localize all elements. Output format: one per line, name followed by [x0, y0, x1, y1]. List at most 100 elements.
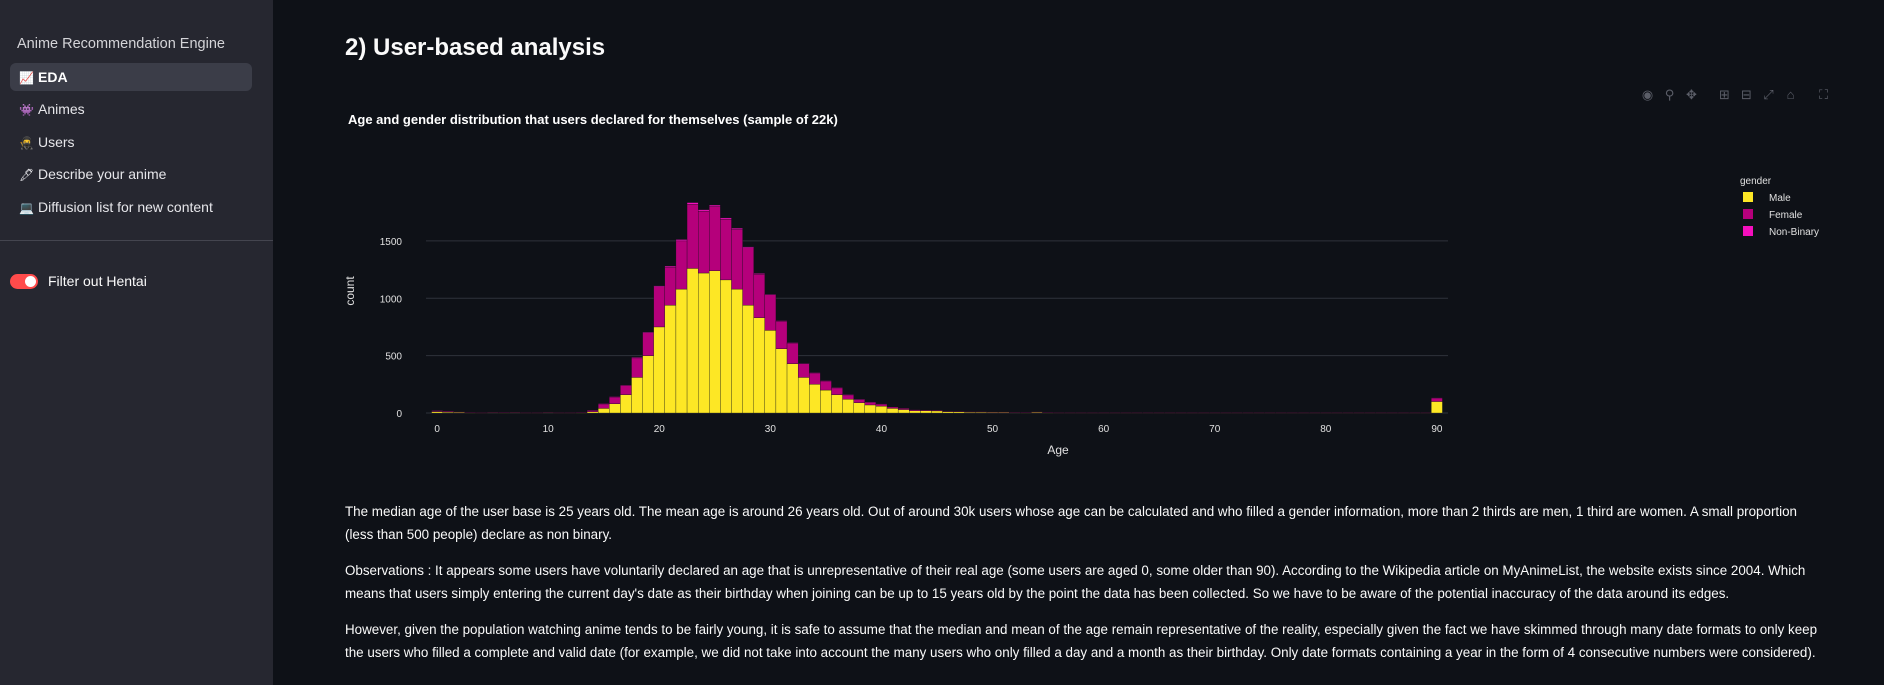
bar-female-60[interactable] [1097, 412, 1110, 414]
bar-female-23[interactable] [686, 204, 699, 269]
fullscreen-icon[interactable]: ⛶ [1818, 87, 1829, 102]
legend-swatch[interactable] [1743, 209, 1753, 219]
bar-female-28[interactable] [742, 247, 754, 306]
bar-female-77[interactable] [1286, 412, 1299, 414]
bar-female-48[interactable] [964, 411, 977, 413]
bar-male-45[interactable] [931, 410, 943, 414]
sidebar-item-diffusion-list-for-new-content[interactable]: 💻 Diffusion list for new content [10, 193, 252, 221]
bar-female-3[interactable] [464, 412, 477, 414]
bar-male-15[interactable] [598, 408, 610, 414]
bar-non-binary-40[interactable] [875, 403, 888, 405]
bar-male-17[interactable] [620, 394, 632, 414]
bar-female-7[interactable] [509, 412, 521, 413]
bar-female-27[interactable] [731, 229, 743, 290]
bar-female-33[interactable] [797, 363, 810, 378]
legend-swatch[interactable] [1743, 226, 1753, 236]
sidebar-item-describe-your-anime[interactable]: 🖋 Describe your anime [10, 160, 252, 188]
bar-female-52[interactable] [1009, 412, 1021, 413]
bar-female-18[interactable] [631, 357, 643, 378]
bar-non-binary-32[interactable] [786, 342, 799, 344]
bar-non-binary-37[interactable] [842, 394, 854, 396]
bar-female-65[interactable] [1153, 412, 1165, 414]
bar-female-56[interactable] [1053, 412, 1065, 414]
bar-female-49[interactable] [975, 411, 988, 413]
bar-female-70[interactable] [1209, 412, 1221, 414]
bar-female-59[interactable] [1086, 412, 1099, 414]
bar-female-12[interactable] [564, 412, 577, 414]
bar-female-68[interactable] [1186, 412, 1199, 414]
bar-female-31[interactable] [775, 321, 788, 349]
bar-non-binary-20[interactable] [653, 285, 665, 287]
zoom-in-icon[interactable]: ⊞ [1719, 87, 1730, 102]
bar-female-83[interactable] [1353, 412, 1365, 414]
bar-male-40[interactable] [875, 405, 888, 414]
bar-non-binary-0[interactable] [431, 410, 443, 412]
bar-female-57[interactable] [1064, 412, 1077, 414]
bar-female-34[interactable] [809, 372, 821, 385]
legend-label[interactable]: Male [1769, 193, 1791, 204]
sidebar-item-users[interactable]: 🥷 Users [10, 128, 252, 156]
bar-female-19[interactable] [642, 332, 654, 356]
bar-female-54[interactable] [1031, 411, 1043, 413]
bar-female-11[interactable] [553, 412, 566, 414]
bar-non-binary-25[interactable] [709, 204, 721, 207]
bar-male-14[interactable] [586, 411, 599, 414]
bar-female-41[interactable] [886, 406, 899, 409]
bar-non-binary-22[interactable] [675, 239, 688, 242]
bar-female-75[interactable] [1264, 412, 1276, 414]
bar-male-41[interactable] [886, 408, 899, 414]
bar-non-binary-36[interactable] [831, 387, 843, 389]
bar-non-binary-21[interactable] [664, 265, 677, 268]
bar-female-85[interactable] [1375, 412, 1388, 414]
bar-non-binary-27[interactable] [731, 228, 743, 230]
legend-swatch[interactable] [1743, 192, 1753, 202]
bar-female-53[interactable] [1020, 412, 1032, 414]
bar-female-66[interactable] [1164, 412, 1176, 414]
filter-hentai-toggle-row[interactable]: Filter out Hentai [10, 271, 147, 291]
bar-male-43[interactable] [909, 410, 921, 414]
bar-female-4[interactable] [475, 412, 488, 414]
bar-female-17[interactable] [620, 385, 632, 395]
bar-female-29[interactable] [753, 274, 765, 318]
bar-female-67[interactable] [1175, 412, 1188, 414]
bar-non-binary-33[interactable] [797, 363, 810, 364]
bar-female-32[interactable] [786, 342, 799, 364]
bar-female-8[interactable] [520, 412, 532, 414]
bar-non-binary-90[interactable] [1431, 397, 1443, 399]
bar-female-42[interactable] [897, 408, 910, 410]
bar-female-88[interactable] [1408, 412, 1421, 414]
bar-male-44[interactable] [920, 410, 932, 414]
bar-male-23[interactable] [686, 268, 699, 414]
bar-female-74[interactable] [1253, 412, 1265, 414]
sidebar-item-eda[interactable]: 📈 EDA [10, 63, 252, 91]
bar-male-21[interactable] [664, 304, 677, 414]
bar-male-42[interactable] [897, 409, 910, 414]
bar-non-binary-15[interactable] [598, 403, 610, 405]
bar-female-86[interactable] [1386, 412, 1399, 414]
zoom-icon[interactable]: ⚲ [1664, 87, 1675, 102]
bar-female-87[interactable] [1397, 412, 1410, 414]
bar-male-29[interactable] [753, 317, 765, 414]
bar-female-36[interactable] [831, 387, 843, 395]
bar-female-45[interactable] [931, 410, 943, 412]
bar-male-32[interactable] [786, 363, 799, 414]
bar-non-binary-31[interactable] [775, 320, 788, 322]
bar-female-61[interactable] [1109, 412, 1121, 414]
bar-non-binary-38[interactable] [853, 398, 865, 400]
bar-male-25[interactable] [709, 270, 721, 414]
bar-female-72[interactable] [1231, 412, 1243, 414]
bar-female-69[interactable] [1197, 412, 1210, 414]
bar-female-6[interactable] [498, 412, 510, 414]
bar-female-63[interactable] [1131, 412, 1143, 414]
camera-icon[interactable]: ◉ [1641, 87, 1654, 102]
bar-non-binary-18[interactable] [631, 357, 643, 359]
bar-male-19[interactable] [642, 355, 654, 414]
bar-non-binary-17[interactable] [620, 384, 632, 386]
bar-male-30[interactable] [764, 330, 777, 414]
bar-non-binary-16[interactable] [609, 396, 621, 398]
bar-male-16[interactable] [609, 403, 621, 414]
bar-non-binary-24[interactable] [698, 209, 710, 212]
bar-non-binary-30[interactable] [764, 293, 777, 295]
bar-male-36[interactable] [831, 394, 843, 414]
bar-female-24[interactable] [698, 210, 710, 274]
